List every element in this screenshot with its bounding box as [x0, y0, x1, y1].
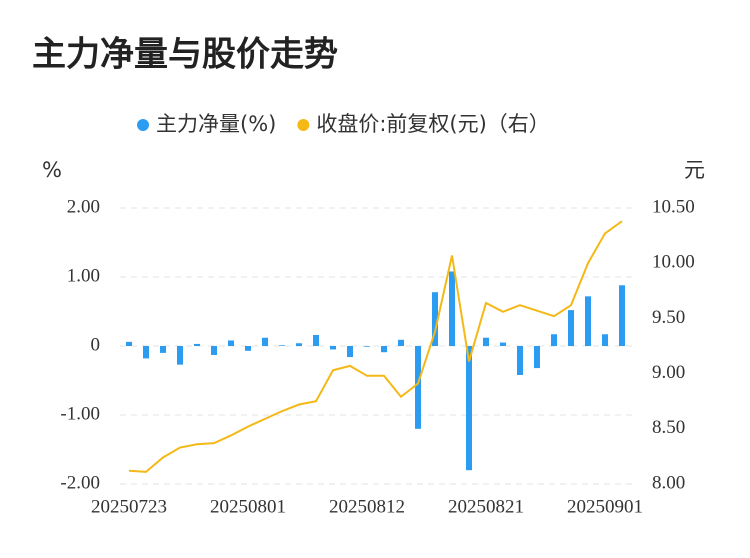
y-axis-unit: %	[42, 158, 62, 182]
y2-tick-label: 9.50	[652, 307, 685, 328]
bar	[466, 346, 472, 471]
chart-title: 主力净量与股价走势	[32, 35, 338, 75]
y-tick-label: 0	[91, 334, 101, 355]
y2-tick-label: 10.00	[652, 252, 695, 273]
y-tick-label: -1.00	[60, 403, 100, 424]
x-tick-label: 20250801	[210, 496, 286, 517]
y2-tick-label: 8.00	[652, 472, 685, 493]
legend-label: 主力净量(%)	[156, 112, 276, 136]
bar	[279, 345, 285, 346]
x-tick-label: 20250812	[329, 496, 405, 517]
bar	[126, 341, 132, 346]
bar	[143, 346, 149, 359]
bar	[619, 285, 625, 346]
bar	[347, 346, 353, 358]
bar	[398, 339, 404, 346]
bar	[296, 343, 302, 346]
bar	[585, 296, 591, 346]
bar	[160, 346, 166, 353]
x-tick-label: 20250821	[448, 496, 524, 517]
legend-marker	[137, 119, 149, 131]
bar	[551, 334, 557, 346]
bar	[449, 271, 455, 346]
bar	[381, 346, 387, 353]
y-tick-label: 2.00	[67, 196, 100, 217]
bar	[245, 346, 251, 351]
x-tick-label: 20250901	[567, 496, 643, 517]
bar	[534, 346, 540, 369]
y-tick-label: -2.00	[60, 472, 100, 493]
legend-marker	[297, 119, 310, 131]
y2-tick-label: 9.00	[652, 362, 685, 383]
bar	[415, 346, 421, 429]
bar	[330, 346, 336, 350]
legend-label: 收盘价:前复权(元)（右）	[316, 112, 549, 136]
bar	[364, 346, 370, 347]
bar	[313, 334, 319, 346]
bar	[211, 346, 217, 355]
bar	[500, 342, 506, 346]
bar	[483, 337, 489, 346]
bar	[432, 292, 438, 346]
bar	[262, 337, 268, 346]
bar	[568, 310, 574, 346]
bar	[602, 334, 608, 346]
bar	[228, 340, 234, 346]
bar	[177, 346, 183, 365]
y2-tick-label: 8.50	[652, 417, 685, 438]
bar	[194, 343, 200, 346]
price-line	[128, 220, 623, 473]
y2-axis-unit: 元	[684, 158, 705, 182]
y-tick-label: 1.00	[67, 265, 100, 286]
x-tick-label: 20250723	[91, 496, 167, 517]
y2-tick-label: 10.50	[652, 196, 695, 217]
bar	[517, 346, 523, 375]
